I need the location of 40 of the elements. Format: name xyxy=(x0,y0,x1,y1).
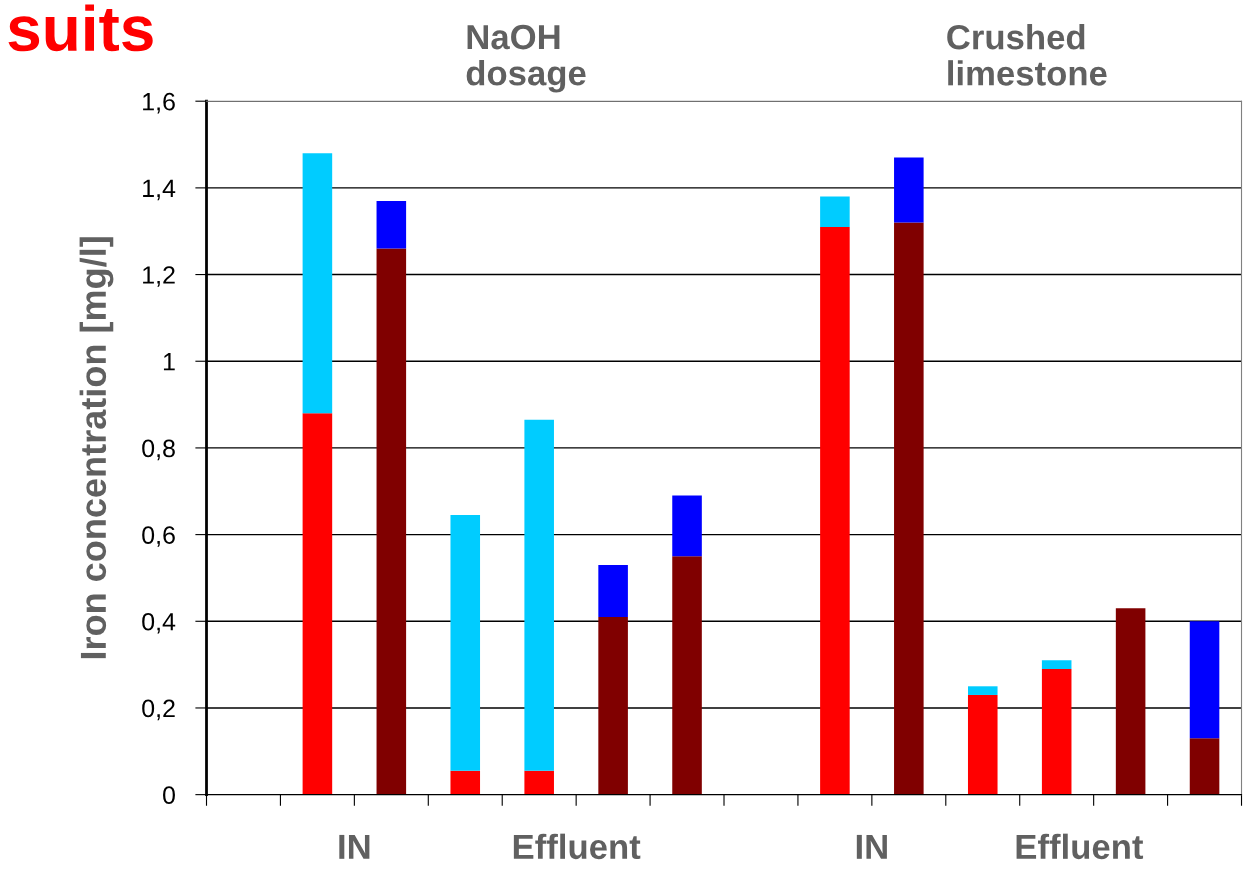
bar xyxy=(524,419,554,771)
text: Effluent xyxy=(1016,833,1144,860)
bar xyxy=(894,157,924,223)
bar xyxy=(967,686,998,695)
y-tick-label: 0,4 xyxy=(142,612,176,634)
y-tick-label: 1,6 xyxy=(143,92,175,114)
bar xyxy=(302,413,333,795)
y-tick-label: 0,6 xyxy=(142,526,175,547)
text: NaOH dosage xyxy=(466,24,586,93)
bar xyxy=(820,226,850,795)
y-tick-label: 0,2 xyxy=(142,699,175,721)
bar xyxy=(672,556,702,795)
bar xyxy=(450,515,481,771)
bar xyxy=(450,770,481,795)
bar xyxy=(1189,738,1220,795)
bar xyxy=(598,564,628,617)
bar xyxy=(820,196,850,227)
bar xyxy=(967,694,998,795)
bar xyxy=(1115,608,1146,795)
chart-title: suits xyxy=(8,4,153,52)
y-tick-label: 1,4 xyxy=(143,179,176,201)
bar xyxy=(1041,668,1072,795)
bar xyxy=(524,770,554,795)
bar xyxy=(1041,660,1072,669)
text: IN xyxy=(339,834,370,859)
bar xyxy=(302,153,333,414)
y-tick-label: 1 xyxy=(163,353,175,371)
y-tick-label: 0,8 xyxy=(142,439,175,461)
y-tick-label: 1,2 xyxy=(143,266,175,287)
y-tick-label: 0 xyxy=(163,786,175,804)
bar xyxy=(376,200,407,249)
text: Effluent xyxy=(513,833,641,860)
bar xyxy=(894,222,924,795)
bar xyxy=(376,248,407,795)
text: Crushed limestone xyxy=(947,24,1107,86)
bar xyxy=(1189,621,1220,739)
bar xyxy=(672,495,702,557)
y-axis-title: Iron concentration [mg/l] xyxy=(79,237,114,659)
text: IN xyxy=(856,834,887,859)
bar xyxy=(598,616,628,795)
